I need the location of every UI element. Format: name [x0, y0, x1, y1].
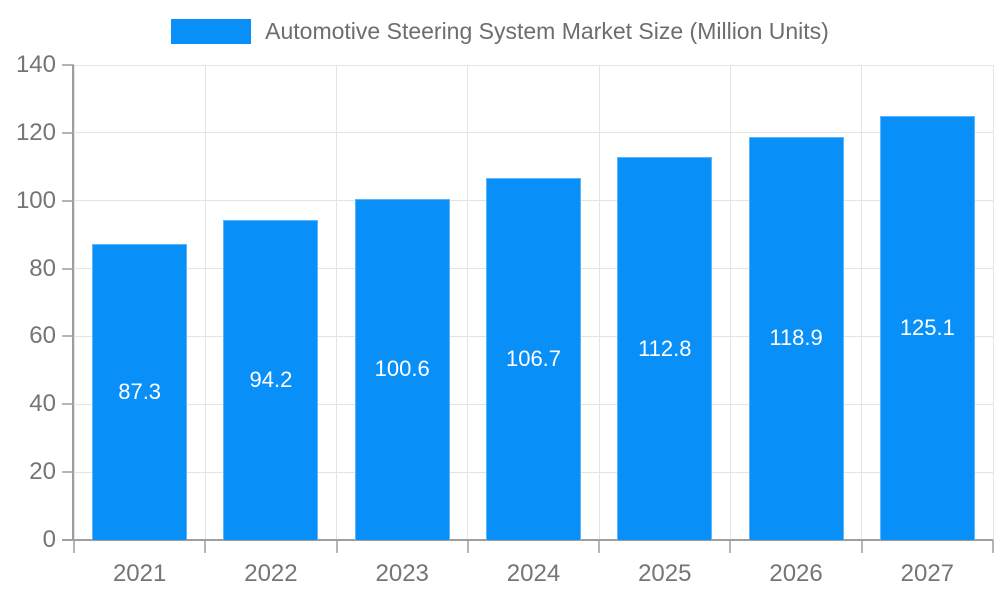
bar[interactable] — [223, 220, 319, 540]
x-tick — [729, 540, 732, 553]
bar-value-label: 125.1 — [899, 314, 955, 340]
bar[interactable] — [92, 243, 188, 540]
bar-value-label: 118.9 — [769, 325, 823, 351]
bar[interactable] — [354, 198, 450, 540]
v-gridline — [336, 65, 338, 540]
x-axis-label: 2027 — [900, 560, 955, 587]
v-gridline — [861, 65, 863, 540]
y-axis-label: 40 — [29, 390, 56, 418]
bar-value-label: 94.2 — [249, 367, 293, 393]
x-tick — [204, 540, 207, 553]
x-tick — [466, 540, 469, 553]
y-tick — [62, 131, 74, 134]
v-gridline — [204, 65, 206, 540]
v-gridline — [467, 65, 469, 540]
y-tick — [62, 64, 74, 66]
y-tick — [62, 267, 74, 270]
v-gridline — [729, 65, 731, 540]
bar[interactable] — [486, 177, 581, 540]
x-axis-label: 2025 — [638, 560, 692, 587]
y-axis-label: 20 — [29, 458, 56, 486]
y-axis-label: 80 — [29, 254, 56, 282]
y-axis-label: 120 — [15, 118, 56, 146]
h-gridline — [74, 132, 993, 134]
y-axis-label: 140 — [15, 51, 56, 78]
x-axis-label: 2026 — [769, 560, 823, 587]
x-tick — [860, 540, 863, 553]
x-tick — [992, 540, 994, 553]
bar-value-label: 100.6 — [374, 356, 430, 382]
bar-value-label: 106.7 — [505, 345, 562, 371]
legend-swatch — [171, 19, 252, 44]
x-axis-label: 2023 — [375, 560, 429, 587]
bar[interactable] — [617, 157, 713, 540]
y-tick — [62, 471, 74, 474]
y-axis-label: 60 — [29, 322, 56, 350]
h-gridline — [74, 64, 993, 66]
x-axis-line — [62, 539, 993, 541]
legend-label: Automotive Steering System Market Size (… — [265, 18, 829, 44]
x-tick — [598, 540, 601, 553]
bar[interactable] — [879, 115, 975, 540]
x-axis-label: 2022 — [244, 560, 298, 587]
x-axis-label: 2024 — [506, 560, 561, 587]
y-tick — [62, 199, 74, 202]
v-gridline — [992, 65, 994, 540]
bar[interactable] — [748, 136, 844, 540]
legend[interactable]: Automotive Steering System Market Size (… — [0, 18, 1000, 45]
x-tick — [335, 540, 338, 553]
v-gridline — [73, 65, 75, 540]
y-tick — [62, 403, 74, 406]
x-axis-label: 2021 — [112, 560, 167, 587]
x-tick — [73, 540, 75, 553]
bar-value-label: 112.8 — [638, 335, 692, 361]
v-gridline — [598, 65, 600, 540]
y-axis-line — [72, 65, 74, 540]
y-axis-label: 100 — [15, 186, 56, 214]
y-axis-label: 0 — [42, 526, 56, 553]
bar-value-label: 87.3 — [118, 378, 162, 404]
y-tick — [62, 335, 74, 338]
